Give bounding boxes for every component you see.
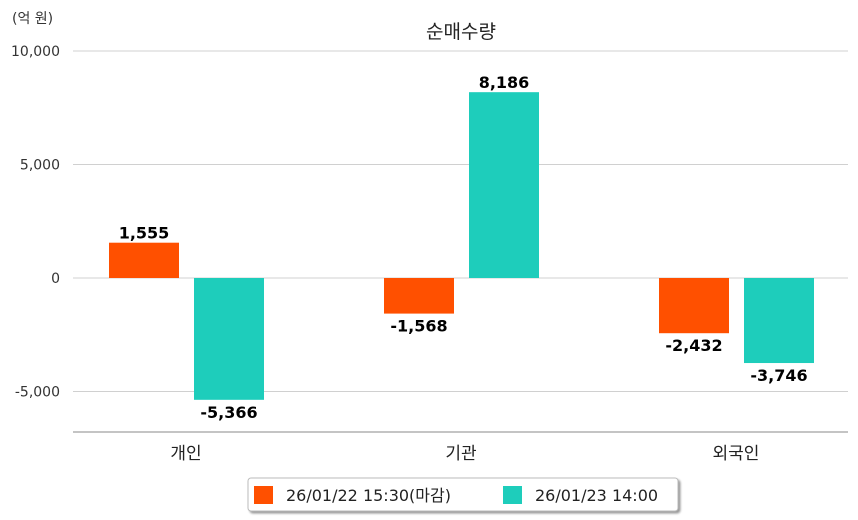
data-label: 8,186 <box>479 73 530 92</box>
chart-title: 순매수량 <box>426 21 496 43</box>
data-label: -3,746 <box>750 366 807 385</box>
unit-label: (억 원) <box>12 11 53 27</box>
bar-2[interactable] <box>469 92 539 279</box>
x-category-label: 기관 <box>445 444 476 464</box>
bar-1[interactable] <box>384 278 454 314</box>
y-tick-label: 5,000 <box>20 158 60 174</box>
legend: 26/01/22 15:30(마감) 26/01/23 14:00 <box>247 477 679 512</box>
data-label: -2,432 <box>665 336 722 355</box>
legend-swatch-series-1 <box>254 486 273 504</box>
y-tick-label: -5,000 <box>15 385 60 401</box>
bar-2[interactable] <box>194 278 264 400</box>
bar-1[interactable] <box>659 278 729 334</box>
y-tick-label: 10,000 <box>11 44 60 60</box>
legend-label-series-1[interactable]: 26/01/22 15:30(마감) <box>286 486 451 505</box>
legend-label-series-2[interactable]: 26/01/23 14:00 <box>535 486 658 505</box>
data-label: 1,555 <box>119 224 170 243</box>
x-category-label: 외국인 <box>713 444 760 464</box>
bar-1[interactable] <box>109 242 179 278</box>
data-label: -5,366 <box>200 403 257 422</box>
legend-box <box>247 477 679 512</box>
legend-swatch-series-2 <box>503 486 522 504</box>
y-tick-label: 0 <box>51 271 60 287</box>
data-label: -1,568 <box>390 317 447 336</box>
bar-2[interactable] <box>744 278 814 364</box>
x-category-label: 개인 <box>170 444 201 464</box>
